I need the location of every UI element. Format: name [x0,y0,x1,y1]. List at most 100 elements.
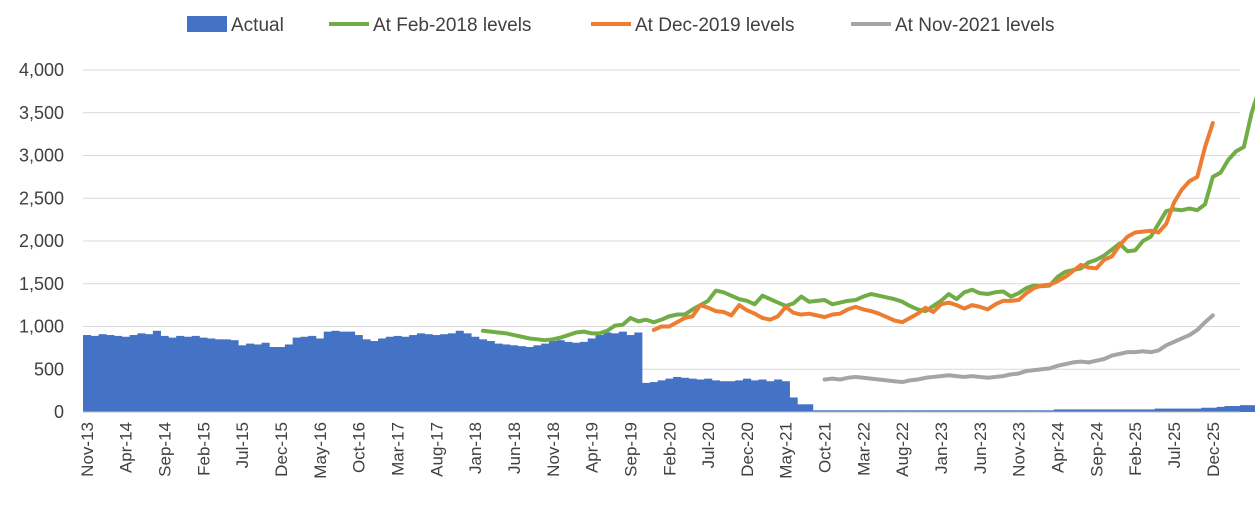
bar-actual [1185,408,1194,412]
bar-actual [587,338,596,412]
bar-actual [750,380,759,412]
bar-actual [657,380,666,412]
bar-actual [300,336,309,412]
bar-actual [704,378,713,412]
y-axis: 0 500 1,000 1,500 2,000 2,500 3,000 3,500 4,000 [19,60,64,422]
bar-actual [455,330,464,412]
bar-actual [642,382,651,412]
bar-actual [952,410,961,412]
bar-actual [129,335,138,412]
bar-actual [486,341,495,412]
bar-actual [890,410,899,412]
legend: Actual At Feb-2018 levels At Dec-2019 le… [187,15,1054,36]
bar-actual [774,379,783,412]
bar-actual [315,338,325,412]
x-tick-label: Mar-17 [388,422,407,476]
bar-actual [385,336,394,412]
bar-actual [238,345,247,412]
x-tick-label: Aug-17 [427,422,446,477]
bar-actual [673,376,682,412]
bar-actual [370,341,379,412]
bar-actual [246,343,255,412]
bar-actual [1092,409,1101,412]
bar-actual [665,378,674,412]
bar-actual [230,340,239,412]
y-tick-label: 4,000 [19,60,64,80]
bar-actual [719,381,728,412]
bar-actual [90,335,99,412]
bar-actual [1038,410,1047,412]
x-tick-label: Jan-23 [932,422,951,474]
bar-actual [789,397,798,412]
series-lines [480,95,1255,385]
bar-actual [160,335,169,412]
bar-actual [820,410,829,412]
x-tick-label: Sep-19 [621,422,640,477]
bar-actual [1053,409,1062,412]
bar-actual [471,336,480,412]
bar-actual [1154,408,1163,412]
bar-actual [812,410,821,412]
bar-actual [781,381,790,412]
bar-actual [611,333,620,412]
x-tick-label: Jul-25 [1165,422,1184,468]
bar-actual [199,337,208,412]
bar-actual [541,343,550,412]
bar-actual [145,334,154,412]
bar-actual [502,344,511,412]
bar-actual [548,341,557,412]
bar-actual [222,339,231,412]
bar-actual [1177,408,1186,412]
bar-actual [626,335,635,412]
bar-actual [735,380,744,412]
x-tick-label: Apr-19 [583,422,602,473]
bar-actual [1107,409,1117,412]
bar-actual [1232,406,1241,412]
bar-actual [269,347,278,412]
x-tick-label: Apr-24 [1049,422,1068,473]
x-tick-label: Dec-15 [272,422,291,477]
bar-actual [284,344,293,412]
x-tick-label: Feb-15 [194,422,213,476]
bar-actual [1139,409,1148,412]
legend-label-nov-2021: At Nov-2021 levels [895,15,1054,36]
bar-actual [1084,409,1093,412]
bar-actual [758,379,767,412]
bar-actual [805,404,814,412]
bar-actual [517,346,526,412]
bar-actual [378,338,387,412]
bar-actual [960,410,969,412]
bar-actual [797,404,806,412]
x-tick-label: Jul-15 [233,422,252,468]
bar-actual [1014,410,1023,412]
bar-actual [207,338,216,412]
x-tick-label: Apr-14 [117,422,136,473]
bar-actual [975,410,985,412]
bar-actual [743,378,752,412]
bar-actual [292,337,301,412]
series-line-2 [651,121,1215,332]
bar-actual [727,381,736,412]
y-tick-label: 0 [54,402,64,422]
bar-actual [168,337,177,412]
series-line-3 [822,313,1215,385]
bar-actual [999,410,1008,412]
bar-actual [339,331,348,412]
bar-actual [510,345,519,412]
bar-actual [859,410,868,412]
bar-actual [875,410,884,412]
bar-actual [463,333,472,412]
bar-actual [1061,409,1070,412]
bar-actual [991,410,1000,412]
legend-item-dec-2019: At Dec-2019 levels [591,15,794,36]
bar-actual [98,334,107,412]
bar-actual [649,382,658,412]
bar-actual [215,339,224,412]
x-axis: Nov-13 Apr-14 Sep-14 Feb-15 Jul-15 Dec-15 May-… [78,422,1223,479]
legend-swatch-actual [187,16,227,32]
bar-actual [1100,409,1109,412]
bar-actual [867,410,876,412]
bar-actual [447,333,457,412]
bar-actual [114,335,123,412]
